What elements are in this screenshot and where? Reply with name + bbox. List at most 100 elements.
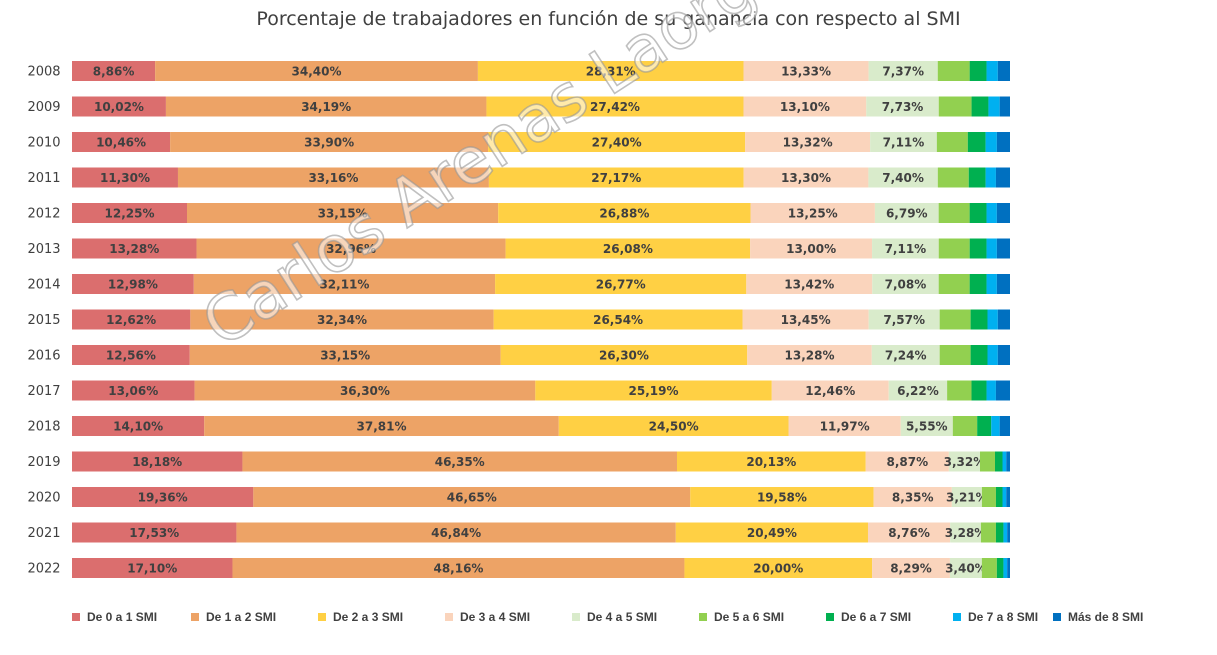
data-label-2018-s4: 5,55% — [906, 420, 948, 434]
bar-segment-2022-s5 — [981, 558, 997, 578]
legend-swatch-8 — [1053, 613, 1061, 621]
bar-segment-2022-s4 — [949, 558, 982, 578]
bar-segment-2018-s8 — [999, 416, 1010, 436]
bar-segment-2014-s3 — [746, 274, 873, 294]
bar-segment-2021-s7 — [1003, 522, 1008, 543]
bar-segment-2008-s0 — [72, 61, 156, 81]
data-label-2010-s3: 13,32% — [783, 136, 833, 150]
data-label-2021-s1: 46,84% — [431, 526, 481, 540]
bar-segment-2016-s6 — [970, 345, 988, 365]
legend-swatch-1 — [191, 613, 199, 621]
bar-segment-2019-s1 — [242, 451, 677, 472]
data-label-2008-s1: 34,40% — [292, 65, 342, 79]
data-label-2022-s3: 8,29% — [890, 562, 932, 576]
bar-segment-2009-s8 — [999, 96, 1010, 117]
bar-segment-2014-s4 — [872, 274, 939, 294]
y-axis-label-2013: 2013 — [27, 242, 60, 257]
bar-segment-2008-s4 — [868, 61, 938, 81]
bar-segment-2016-s8 — [997, 345, 1010, 365]
bars-area: 2008 8,86% 34,40% 28,31% 13,33% 7,37% 2009 10,0… — [27, 61, 1010, 578]
bar-segment-2011-s0 — [72, 167, 178, 188]
data-label-2010-s4: 7,11% — [883, 136, 925, 150]
bar-segment-2019-s2 — [676, 451, 866, 472]
data-label-2021-s0: 17,53% — [129, 526, 179, 540]
bar-segment-2018-s2 — [558, 416, 789, 436]
bar-segment-2019-s7 — [1002, 451, 1007, 472]
bar-segment-2012-s6 — [969, 203, 987, 223]
data-label-2011-s3: 13,30% — [781, 171, 831, 185]
bar-segment-2009-s5 — [938, 96, 972, 117]
data-label-2011-s0: 11,30% — [100, 171, 150, 185]
bar-segment-2013-s1 — [196, 238, 506, 259]
bar-segment-2018-s7 — [991, 416, 1000, 436]
bar-segment-2008-s6 — [969, 61, 987, 81]
legend-label-1: De 1 a 2 SMI — [206, 610, 276, 624]
bar-segment-2015-s4 — [868, 309, 940, 330]
bar-segment-2017-s7 — [986, 380, 996, 401]
bar-segment-2021-s0 — [72, 522, 237, 543]
data-label-2016-s3: 13,28% — [785, 349, 835, 363]
data-label-2021-s2: 20,49% — [747, 526, 797, 540]
data-label-2009-s3: 13,10% — [780, 100, 830, 114]
data-label-2014-s4: 7,08% — [885, 278, 927, 292]
legend-label-5: De 5 a 6 SMI — [714, 610, 784, 624]
bar-segment-2019-s8 — [1006, 451, 1010, 472]
bar-segment-2014-s1 — [193, 274, 496, 294]
data-label-2009-s4: 7,73% — [882, 100, 924, 114]
bar-segment-2017-s3 — [771, 380, 889, 401]
data-label-2017-s3: 12,46% — [805, 384, 855, 398]
data-label-2011-s4: 7,40% — [882, 171, 924, 185]
bar-segment-2019-s3 — [865, 451, 949, 472]
bar-segment-2016-s4 — [871, 345, 940, 365]
bar-segment-2011-s5 — [937, 167, 969, 188]
bar-segment-2011-s8 — [995, 167, 1010, 188]
data-label-2016-s2: 26,30% — [599, 349, 649, 363]
data-label-2013-s0: 13,28% — [109, 242, 159, 256]
bar-segment-2015-s6 — [970, 309, 988, 330]
data-label-2016-s0: 12,56% — [106, 349, 156, 363]
bar-segment-2008-s1 — [155, 61, 478, 81]
data-label-2015-s0: 12,62% — [106, 313, 156, 327]
legend-swatch-5 — [699, 613, 707, 621]
bar-segment-2016-s2 — [500, 345, 748, 365]
bar-segment-2011-s2 — [488, 167, 744, 188]
bar-segment-2012-s5 — [938, 203, 970, 223]
bar-segment-2022-s8 — [1007, 558, 1010, 578]
bar-segment-2018-s0 — [72, 416, 205, 436]
data-label-2022-s4: 3,40% — [945, 562, 987, 576]
legend: De 0 a 1 SMI De 1 a 2 SMI De 2 a 3 SMI De 3… — [72, 610, 1143, 624]
bar-segment-2017-s0 — [72, 380, 195, 401]
y-axis-label-2011: 2011 — [27, 171, 60, 186]
legend-swatch-6 — [826, 613, 834, 621]
bar-segment-2021-s4 — [950, 522, 981, 543]
data-label-2008-s2: 28,31% — [586, 65, 636, 79]
bar-segment-2011-s4 — [868, 167, 938, 188]
data-label-2021-s3: 8,76% — [888, 526, 930, 540]
bar-segment-2018-s3 — [788, 416, 901, 436]
bar-segment-2012-s7 — [986, 203, 997, 223]
data-label-2013-s4: 7,11% — [885, 242, 927, 256]
bar-segment-2014-s5 — [938, 274, 970, 294]
bar-segment-2013-s3 — [750, 238, 873, 259]
bar-segment-2011-s6 — [968, 167, 986, 188]
bar-segment-2013-s4 — [872, 238, 939, 259]
bar-segment-2022-s1 — [232, 558, 685, 578]
data-label-2011-s2: 27,17% — [591, 171, 641, 185]
bar-segment-2018-s6 — [977, 416, 992, 436]
data-label-2019-s3: 8,87% — [886, 455, 928, 469]
bar-segment-2009-s2 — [486, 96, 744, 117]
data-label-2009-s0: 10,02% — [94, 100, 144, 114]
bar-segment-2011-s7 — [985, 167, 996, 188]
bar-segment-2015-s0 — [72, 309, 191, 330]
bar-segment-2020-s7 — [1002, 487, 1007, 507]
bar-segment-2020-s0 — [72, 487, 254, 507]
bar-segment-2015-s7 — [987, 309, 998, 330]
bar-segment-2013-s2 — [505, 238, 751, 259]
bar-segment-2014-s7 — [986, 274, 997, 294]
data-label-2010-s2: 27,40% — [592, 136, 642, 150]
data-label-2010-s0: 10,46% — [96, 136, 146, 150]
bar-segment-2020-s3 — [873, 487, 952, 507]
data-label-2020-s3: 8,35% — [892, 491, 934, 505]
data-label-2018-s3: 11,97% — [820, 420, 870, 434]
